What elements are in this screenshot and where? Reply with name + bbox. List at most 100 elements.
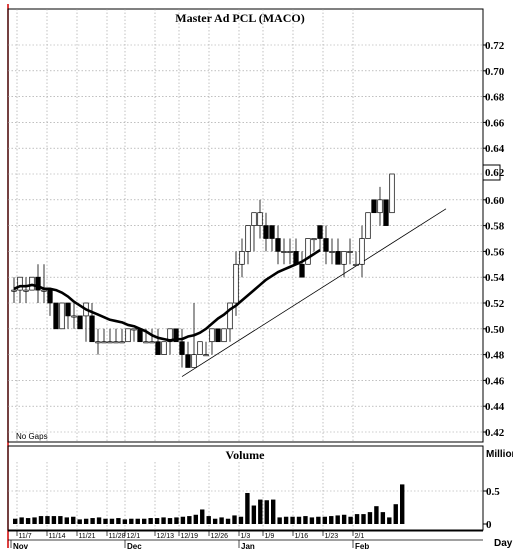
volume-bar <box>335 515 340 524</box>
candle-body-up <box>113 341 119 344</box>
volume-panel-frame <box>7 445 484 531</box>
candle-body-up <box>11 289 17 292</box>
volume-bar <box>238 516 244 524</box>
date-tick-label: 1/9 <box>265 533 275 540</box>
volume-bar <box>283 516 289 524</box>
volume-bar <box>329 516 334 524</box>
month-label: Jan <box>241 542 255 551</box>
volume-bar <box>374 506 379 524</box>
volume-bar <box>83 518 89 524</box>
date-tick-label: 11/28 <box>109 533 126 540</box>
volume-bar <box>316 516 321 524</box>
volume-bar <box>400 484 405 524</box>
candlestick <box>95 328 101 355</box>
volume-bar <box>193 514 198 524</box>
month-label: Dec <box>127 542 142 551</box>
month-label: Feb <box>355 542 369 551</box>
candlestick <box>371 199 377 214</box>
candle-body-up <box>221 328 227 343</box>
candle-body-down <box>173 328 179 343</box>
price-tick-label: 0.54 <box>485 272 505 284</box>
candle-body-up <box>125 328 131 343</box>
candlestick <box>329 238 335 265</box>
volume-bar <box>148 518 153 524</box>
candle-body-down <box>269 225 275 239</box>
candlestick <box>11 277 17 303</box>
candlestick <box>335 238 341 265</box>
candle-body-up <box>377 199 383 214</box>
volume-bar <box>187 516 192 524</box>
candle-body-up <box>329 251 335 253</box>
volume-bar <box>71 516 76 524</box>
candle-body-down <box>185 354 191 368</box>
volume-bar <box>322 516 327 524</box>
price-tick-label: 0.68 <box>485 92 505 104</box>
price-tick-label: 0.50 <box>485 324 505 336</box>
volume-bar <box>251 505 257 524</box>
volume-bar <box>212 518 218 524</box>
date-tick-label: 11/7 <box>19 533 32 540</box>
candlestick <box>359 225 365 278</box>
price-chart-title: Master Ad PCL (MACO) <box>175 11 304 25</box>
last-price-label: 0.62 <box>485 167 505 179</box>
candlestick <box>125 328 131 343</box>
volume-bar <box>271 499 276 524</box>
candlestick <box>323 225 329 265</box>
last-price-box <box>482 164 501 181</box>
candle-body-down <box>383 199 389 226</box>
gap-note: No Gaps <box>16 432 48 441</box>
candlestick <box>251 212 257 252</box>
price-tick-label: 0.66 <box>485 117 505 129</box>
candle-body-up <box>17 276 23 291</box>
price-tick-label: 0.70 <box>485 66 505 78</box>
candle-body-down <box>371 199 377 214</box>
candle-body-up <box>257 212 263 226</box>
candlestick <box>287 238 293 265</box>
month-label: Nov <box>13 542 29 551</box>
volume-bar <box>277 517 282 524</box>
date-tick-label: 2/1 <box>355 533 365 540</box>
candle-body-up <box>359 238 365 265</box>
candlestick <box>77 315 83 330</box>
volume-bar <box>309 517 315 524</box>
candlestick <box>263 212 269 252</box>
date-tick-label: 1/16 <box>295 533 309 540</box>
candlestick <box>185 341 191 368</box>
last-price-marker: 0.62 <box>482 164 505 181</box>
volume-chart-title: Volume <box>226 448 266 462</box>
price-tick-label: 0.72 <box>485 40 505 52</box>
candlestick <box>389 173 395 214</box>
candle-body-up <box>209 328 215 343</box>
candlestick <box>17 276 23 303</box>
candle-body-up <box>119 341 125 344</box>
volume-bar <box>296 516 302 524</box>
volume-bar <box>232 515 237 524</box>
candlestick <box>161 341 167 355</box>
volume-bar <box>264 500 269 524</box>
candle-body-down <box>317 225 323 239</box>
volume-bar <box>64 517 69 524</box>
trendline-layer <box>181 208 447 377</box>
volume-bar <box>174 517 179 524</box>
volume-bar <box>154 518 160 524</box>
volume-bar <box>96 517 102 524</box>
candlestick <box>59 302 65 330</box>
candlestick <box>365 212 371 239</box>
volume-bar <box>393 504 398 524</box>
price-tick-label: 0.48 <box>485 350 505 362</box>
volume-bar <box>116 518 121 524</box>
candle-body-up <box>143 341 149 344</box>
volume-bar <box>225 518 231 524</box>
price-tick-label: 0.64 <box>485 143 505 155</box>
volume-bar <box>129 518 134 524</box>
volume-bar <box>200 509 205 524</box>
price-tick-label: 0.60 <box>485 195 505 207</box>
candle-body-down <box>155 341 161 355</box>
volume-bar <box>13 518 18 524</box>
volume-unit-label: Million <box>486 449 513 460</box>
price-grid <box>8 9 483 442</box>
candle-body-up <box>227 302 233 330</box>
candle-body-down <box>323 238 329 252</box>
candle-body-up <box>233 263 239 304</box>
